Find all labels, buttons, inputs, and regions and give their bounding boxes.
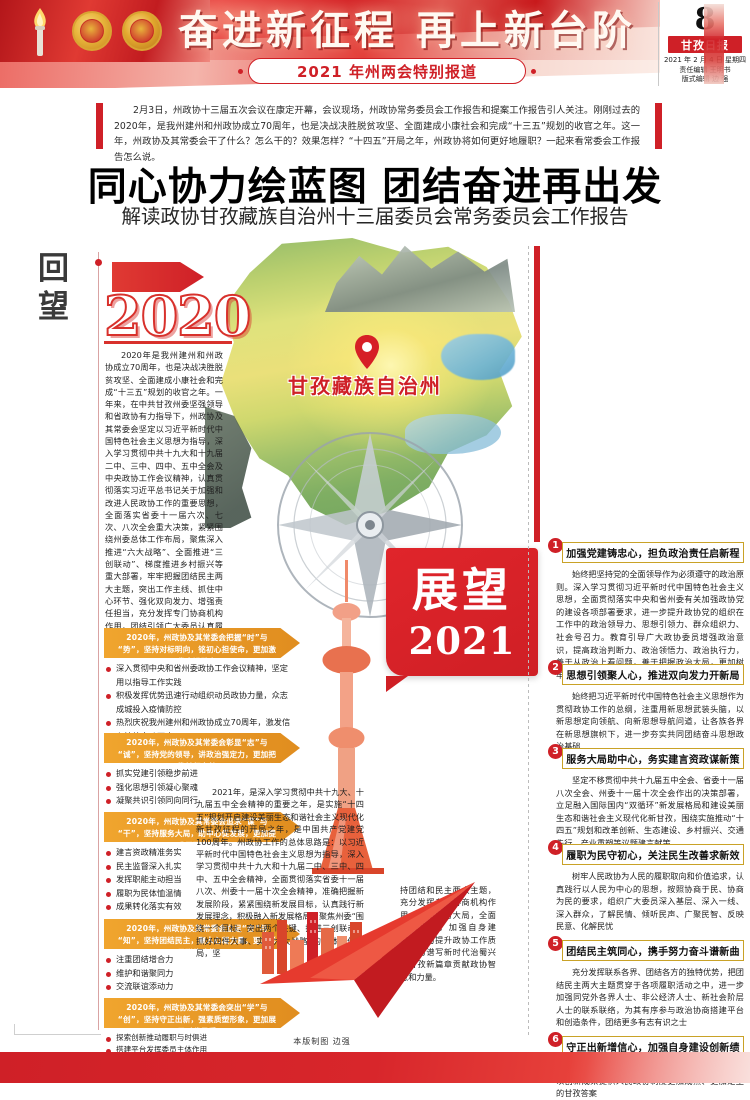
retrospect-block-banner-1: 2020年，州政协及其常委会把握“时”与“势”，坚持对标明向，铭初心担使命，更加…	[104, 628, 300, 658]
bullet-item: 强化思想引领凝心聚魂	[104, 781, 294, 795]
intro-text: 2月3日，州政协十三届五次会议在康定开幕，会议现场，州政协常务委员会工作报告和提…	[114, 105, 640, 163]
pill-dot-left	[238, 68, 243, 74]
tv-tower-icon	[312, 560, 384, 874]
banner-subtitle-text: 2021 年州两会特别报道	[297, 62, 477, 81]
map-region-label: 甘孜藏族自治州	[288, 374, 442, 398]
retrospect-block-bullets-3: 建言资政精准务实 民主监督深入扎实 发挥职能主动担当 履职为民体恤温情 成果转化…	[104, 846, 294, 914]
bullet-item: 发挥职能主动担当	[104, 873, 294, 887]
national-emblem-icon	[72, 11, 112, 51]
prospect-body-4: 树牢人民政协为人民的履职取向和价值追求，认真践行以人民为中心的思想，按照协商于民…	[556, 871, 744, 932]
retrospect-side-label: 回望	[38, 251, 69, 325]
map-lake-upper	[441, 334, 515, 380]
prospect-title-1: 加强党建铸忠心，担负政治责任启新程	[562, 542, 744, 563]
outlook-card: 展望 2021	[386, 548, 538, 676]
bullet-item: 抓实党建引领稳步前进	[104, 767, 294, 781]
bullet-item: 凝聚共识引领同向同行	[104, 794, 294, 808]
torch-icon	[34, 8, 46, 56]
prospect-number-4: 4	[548, 840, 563, 855]
bullet-item: 建言资政精准务实	[104, 846, 294, 860]
bullet-item: 搭建平台发挥委员主体作用	[104, 1044, 294, 1056]
retrospect-block-banner-2: 2020年，州政协及其常委会彰显“志”与“诚”，坚持党的领导，讲政治强定力，更加…	[104, 733, 300, 763]
right-column-red-bar	[534, 246, 540, 542]
map-pin-icon	[355, 335, 379, 369]
prospect-title-2: 思想引领聚人心，推进双向发力开新局	[562, 664, 744, 685]
retrospect-block-bullets-2: 抓实党建引领稳步前进 强化思想引领凝心聚魂 凝聚共识引领同向同行	[104, 767, 294, 808]
paper-plane-icon	[260, 882, 475, 1018]
left-vertical-rule	[98, 252, 100, 1030]
prospect-title-4: 履职为民守初心，关注民生改善求新效	[562, 844, 744, 865]
bullet-item: 维护和谐聚同力	[104, 967, 294, 981]
prospect-title-5: 团结民主筑同心，携手努力奋斗谱新曲	[562, 940, 744, 961]
banner-subtitle: 2021 年州两会特别报道	[238, 58, 536, 84]
bullet-item: 交流联谊添动力	[104, 980, 294, 994]
page-title: 同心协力绘蓝图 团结奋进再出发	[87, 164, 663, 210]
prospect-number-3: 3	[548, 744, 563, 759]
prospect-title-3: 服务大局助中心，务实建言资政谋新策	[562, 748, 744, 769]
left-rule-dot	[95, 259, 102, 266]
retrospect-block-bullets-4: 注重团结增合力 维护和谐聚同力 交流联谊添动力	[104, 953, 294, 994]
intro-rule-right	[655, 103, 662, 149]
image-credit: 本版制图 边强	[293, 1037, 351, 1046]
retrospect-block-banner-5: 2020年，州政协及其常委会突出“学”与“创”，坚持守正出新，强素质塑形象，更加…	[104, 998, 300, 1028]
page-subtitle: 解读政协甘孜藏族自治州十三届委员会常务委员会工作报告	[121, 205, 629, 228]
bullet-item: 探索创新推动履职与时俱进	[104, 1032, 294, 1044]
retrospect-year-underline	[104, 341, 232, 344]
bullet-item: 深入贯彻中央和省州委政协工作会议精神，坚定用以指导工作实践	[104, 662, 294, 689]
bullet-item: 民主监督深入扎实	[104, 860, 294, 874]
pill-dot-right	[531, 68, 536, 74]
page-footer-bar	[0, 1052, 750, 1083]
prospect-body-3: 坚定不移贯彻中共十九届五中全会、省委十一届八次全会、州委十一届十次全会作出的决策…	[556, 775, 744, 848]
masthead-divider-left	[658, 2, 659, 86]
retrospect-block-bullets-1: 深入贯彻中央和省州委政协工作会议精神，坚定用以指导工作实践 积极发挥优势迅速行动…	[104, 662, 294, 744]
prospect-number-2: 2	[548, 660, 563, 675]
retrospect-block-banner-3: 2020年，州政协及其常委会追求“谋”与“干”，坚持服务大局，助中心促发展，更加…	[104, 812, 300, 842]
outlook-card-notch	[386, 676, 408, 692]
prospect-number-1: 1	[548, 538, 563, 553]
left-corner-frame	[14, 1024, 101, 1035]
right-column-divider	[528, 246, 530, 1036]
page-banner: 奋进新征程 再上新台阶 2021 年州两会特别报道	[0, 0, 750, 88]
cppcc-emblem-icon	[122, 11, 162, 51]
bullet-item: 注重团结增合力	[104, 953, 294, 967]
prospect-number-6: 6	[548, 1032, 563, 1047]
outlook-card-title: 展望	[412, 563, 512, 617]
intro-block: 2月3日，州政协十三届五次会议在康定开幕，会议现场，州政协常务委员会工作报告和提…	[96, 103, 662, 165]
retrospect-year: 2020	[103, 284, 252, 348]
bullet-item: 履职为民体恤温情	[104, 887, 294, 901]
prospect-body-5: 充分发挥联系各界、团结各方的独特优势，把团结民主两大主题贯穿于各项履职活动之中，…	[556, 967, 744, 1028]
intro-rule-left	[96, 103, 103, 149]
prospect-number-5: 5	[548, 936, 563, 951]
banner-title: 奋进新征程 再上新台阶	[178, 8, 636, 54]
retrospect-body-text: 2020年是我州建州和州政协成立70周年，也是决战决胜脱贫攻坚、全面建成小康社会…	[105, 350, 223, 655]
outlook-card-year: 2021	[408, 619, 516, 663]
bullet-item: 成果转化落实有效	[104, 900, 294, 914]
bullet-item: 积极发挥优势迅速行动组织动员政协力量，众志成城投入疫情防控	[104, 689, 294, 716]
map-photo-block: 甘孜藏族自治州	[205, 238, 525, 528]
flag-strip-graphic	[704, 4, 724, 84]
prospect-body-2: 始终把习近平新时代中国特色社会主义思想作为贯彻政协工作的总纲，注重用新思想武装头…	[556, 691, 744, 752]
